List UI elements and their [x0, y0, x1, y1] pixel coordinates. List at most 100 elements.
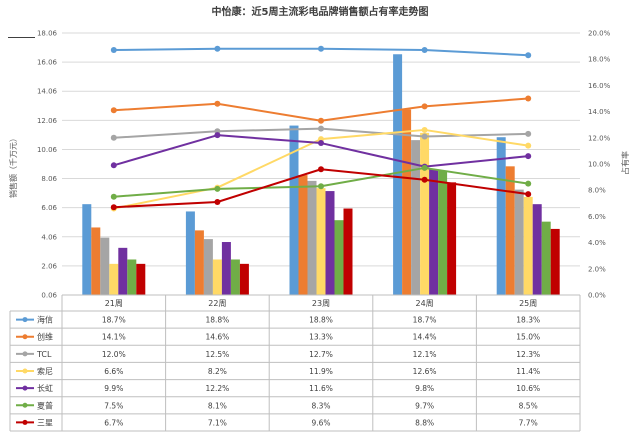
- bar-series-3-cat-4: [523, 196, 533, 295]
- y-left-tick-label: 14.06: [37, 88, 58, 96]
- share-point-series-4-cat-4: [525, 153, 532, 160]
- bar-series-0-cat-1: [185, 211, 195, 295]
- bar-series-5-cat-2: [334, 220, 344, 295]
- table-cell-series-1-cat-3: 14.4%: [413, 333, 437, 342]
- y-left-tick-label: 0.06: [41, 292, 57, 300]
- share-point-series-3-cat-3: [421, 126, 428, 133]
- bar-series-2-cat-1: [203, 239, 213, 295]
- y-right-tick-label: 10.0%: [588, 161, 611, 169]
- table-cell-series-4-cat-3: 9.8%: [415, 384, 434, 393]
- bar-series-5-cat-0: [127, 259, 137, 295]
- share-point-series-2-cat-2: [318, 125, 324, 132]
- table-cell-series-6-cat-4: 7.7%: [519, 418, 538, 427]
- table-cell-series-2-cat-1: 12.5%: [205, 350, 229, 359]
- bar-series-1-cat-4: [505, 166, 515, 295]
- table-cell-series-3-cat-4: 11.4%: [516, 367, 540, 376]
- table-cell-series-5-cat-2: 8.3%: [311, 401, 330, 410]
- legend-key-marker-series-0: [22, 317, 28, 323]
- share-point-series-4-cat-1: [214, 132, 221, 139]
- share-point-series-5-cat-1: [214, 185, 221, 192]
- share-point-series-6-cat-4: [525, 191, 532, 198]
- x-category-label: 25周: [519, 299, 537, 308]
- y-left-tick-label: 18.06: [37, 30, 58, 38]
- legend-key-marker-series-3: [22, 368, 28, 374]
- legend-label-series-6: 三星: [37, 418, 53, 427]
- legend-key-marker-series-4: [22, 385, 28, 391]
- share-point-series-6-cat-3: [421, 176, 428, 183]
- table-cell-series-4-cat-4: 10.6%: [516, 384, 540, 393]
- bar-series-6-cat-0: [136, 263, 146, 295]
- y-right-tick-label: 16.0%: [588, 82, 611, 90]
- share-point-series-6-cat-1: [214, 198, 221, 205]
- bar-series-0-cat-0: [82, 204, 92, 295]
- share-point-series-1-cat-3: [421, 103, 428, 110]
- chart-title: 中怡康：近5周主流彩电品牌销售额占有率走势图: [212, 5, 429, 18]
- bar-series-0-cat-4: [496, 137, 506, 295]
- share-point-series-1-cat-4: [525, 95, 532, 102]
- bar-series-5-cat-1: [230, 259, 240, 295]
- share-point-series-1-cat-2: [318, 117, 324, 124]
- share-point-series-6-cat-2: [318, 166, 324, 173]
- bar-series-3-cat-3: [420, 132, 430, 295]
- bar-series-2-cat-0: [100, 237, 110, 295]
- legend-label-series-1: 创维: [37, 332, 53, 342]
- share-point-series-0-cat-3: [421, 47, 428, 54]
- axes: 0.06 2.06 4.06 6.06 8.06 10.06 12.06 14.06 16.06…: [37, 30, 611, 300]
- table-cell-series-5-cat-4: 8.5%: [519, 401, 538, 410]
- y-right-axis-title: 占有率: [620, 151, 630, 175]
- bar-series-5-cat-3: [438, 170, 448, 295]
- bar-series-3-cat-0: [109, 263, 119, 295]
- bar-series-4-cat-1: [221, 242, 231, 295]
- bar-series-0-cat-2: [289, 125, 299, 295]
- share-point-series-6-cat-0: [110, 204, 117, 211]
- y-left-tick-label: 10.06: [37, 146, 58, 154]
- table-cell-series-6-cat-1: 7.1%: [208, 418, 227, 427]
- legend-label-series-5: 夏普: [37, 400, 53, 410]
- y-right-tick-label: 20.0%: [588, 30, 611, 38]
- table-cell-series-1-cat-0: 14.1%: [102, 333, 126, 342]
- table-cell-series-2-cat-0: 12.0%: [102, 350, 126, 359]
- bar-series-5-cat-4: [541, 221, 551, 295]
- table-cell-series-1-cat-4: 15.0%: [516, 333, 540, 342]
- y-right-tick-label: 8.0%: [588, 187, 606, 195]
- y-left-tick-label: 16.06: [37, 59, 58, 67]
- legend-key-marker-series-5: [22, 402, 28, 408]
- bar-series-2-cat-4: [514, 189, 524, 295]
- table-cell-series-6-cat-3: 8.8%: [415, 418, 434, 427]
- y-left-axis-title: 销售额（千万元）: [8, 134, 18, 198]
- x-category-label: 21周: [105, 299, 123, 308]
- bar-series-1-cat-3: [402, 109, 412, 295]
- table-cell-series-4-cat-2: 11.6%: [309, 384, 333, 393]
- table-cell-series-6-cat-0: 6.7%: [104, 418, 123, 427]
- table-cell-series-3-cat-0: 6.6%: [104, 367, 123, 376]
- share-point-series-2-cat-0: [110, 134, 117, 141]
- table-cell-series-5-cat-0: 7.5%: [104, 401, 123, 410]
- share-point-series-0-cat-2: [318, 45, 324, 52]
- y-left-tick-label: 4.06: [41, 233, 57, 241]
- share-point-series-2-cat-4: [525, 130, 532, 137]
- bar-series-4-cat-0: [118, 247, 128, 295]
- bar-series-2-cat-3: [411, 140, 421, 295]
- share-point-series-0-cat-1: [214, 45, 221, 52]
- y-right-tick-label: 14.0%: [588, 108, 611, 116]
- sales-bars: [82, 54, 560, 295]
- bar-series-6-cat-4: [550, 228, 560, 295]
- y-right-tick-label: 4.0%: [588, 239, 606, 247]
- table-cell-series-6-cat-2: 9.6%: [311, 418, 330, 427]
- share-point-series-5-cat-0: [110, 193, 117, 200]
- share-point-series-5-cat-4: [525, 180, 532, 187]
- table-cell-series-0-cat-2: 18.8%: [309, 316, 333, 325]
- table-cell-series-5-cat-1: 8.1%: [208, 401, 227, 410]
- y-left-tick-label: 8.06: [41, 175, 57, 183]
- table-cell-series-5-cat-3: 9.7%: [415, 401, 434, 410]
- bar-series-6-cat-2: [343, 208, 353, 295]
- bar-series-3-cat-2: [316, 188, 326, 295]
- share-point-series-4-cat-0: [110, 162, 117, 169]
- legend-label-series-2: TCL: [36, 350, 52, 359]
- share-point-series-4-cat-2: [318, 140, 324, 147]
- table-cell-series-3-cat-3: 12.6%: [413, 367, 437, 376]
- share-point-series-0-cat-0: [110, 47, 117, 54]
- table-cell-series-2-cat-3: 12.1%: [413, 350, 437, 359]
- table-cell-series-0-cat-0: 18.7%: [102, 316, 126, 325]
- y-left-tick-label: 2.06: [41, 262, 57, 270]
